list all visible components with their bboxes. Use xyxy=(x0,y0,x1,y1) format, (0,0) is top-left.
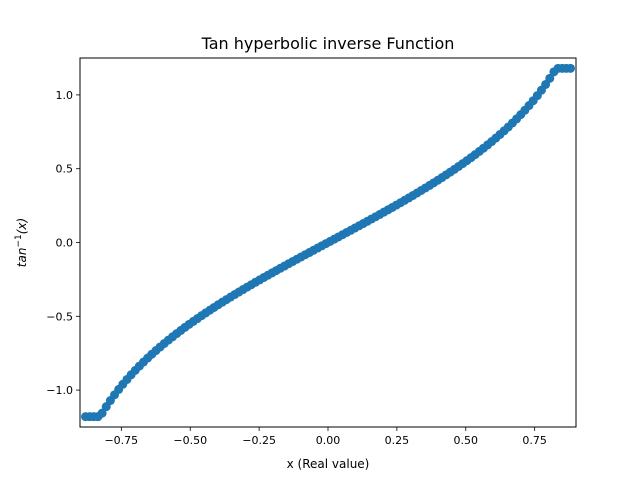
x-tick-label: 0.50 xyxy=(454,434,479,447)
data-point xyxy=(545,73,555,83)
data-points xyxy=(81,63,575,422)
x-tick-label: 0.00 xyxy=(316,434,341,447)
data-point xyxy=(97,408,107,418)
plot-frame xyxy=(79,57,577,428)
x-tick-label: −0.75 xyxy=(104,434,138,447)
y-axis-label-base: tan xyxy=(15,248,29,268)
x-tick-label: 0.25 xyxy=(385,434,410,447)
y-tick-label: −1.0 xyxy=(46,384,73,397)
y-tick-label: 1.0 xyxy=(56,89,74,102)
y-axis-ticks: −1.0 −0.5 0.0 0.5 1.0 xyxy=(46,89,80,397)
x-axis-label: x (Real value) xyxy=(287,457,370,471)
data-point xyxy=(565,63,575,73)
x-axis-ticks: −0.75 −0.50 −0.25 0.00 0.25 0.50 0.75 xyxy=(104,427,547,447)
y-axis-label-superscript: −1 xyxy=(14,234,24,247)
y-tick-label: 0.0 xyxy=(56,237,74,250)
x-tick-label: 0.75 xyxy=(522,434,547,447)
x-tick-label: −0.25 xyxy=(242,434,276,447)
y-tick-label: −0.5 xyxy=(46,310,73,323)
y-tick-label: 0.5 xyxy=(56,163,74,176)
y-axis-label: tan−1(x) xyxy=(14,218,29,267)
y-axis-label-argument: (x) xyxy=(15,218,29,234)
chart-title: Tan hyperbolic inverse Function xyxy=(201,34,455,53)
x-tick-label: −0.50 xyxy=(173,434,207,447)
